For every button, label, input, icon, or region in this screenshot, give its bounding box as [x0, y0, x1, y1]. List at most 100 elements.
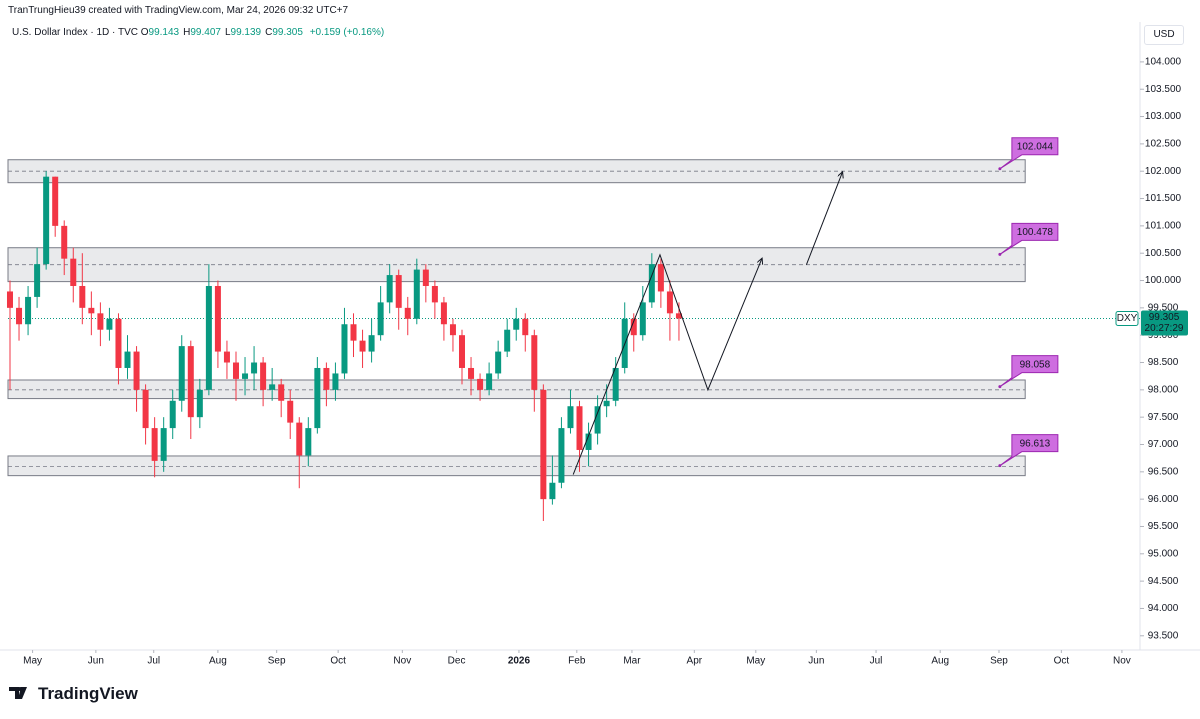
candle-body	[223, 351, 230, 363]
candle-body	[79, 285, 86, 308]
x-tick-label: Nov	[393, 656, 411, 667]
y-tick-label: 96.000	[1148, 494, 1179, 505]
y-tick-label: 100.500	[1145, 248, 1182, 259]
candle-body	[576, 406, 583, 450]
candle-body	[585, 433, 592, 450]
x-tick-label: Sep	[990, 656, 1008, 667]
candle-body	[88, 307, 95, 314]
candle-body	[468, 367, 475, 379]
brand: TradingView	[38, 684, 138, 703]
candle-body	[16, 307, 23, 325]
ohlc-label: C	[265, 27, 273, 38]
y-tick-label: 101.000	[1145, 221, 1182, 232]
candle-body	[422, 269, 429, 286]
candle-body	[639, 302, 646, 336]
y-tick-label: 95.500	[1148, 521, 1179, 532]
y-tick-label: 103.500	[1145, 84, 1182, 95]
projection-arrow	[805, 172, 842, 265]
candle-body	[115, 318, 122, 368]
candle-body	[251, 362, 258, 374]
candle-body	[269, 384, 276, 390]
candle-body	[675, 313, 682, 319]
candle-body	[404, 307, 411, 319]
y-tick-label: 95.000	[1148, 548, 1179, 559]
y-tick-label: 102.000	[1145, 166, 1182, 177]
candle-body	[314, 367, 321, 429]
x-tick-label: May	[746, 656, 765, 667]
callout-label: 96.613	[1020, 438, 1051, 449]
x-tick-label: Dec	[448, 656, 466, 667]
candle-body	[504, 329, 511, 352]
x-tick-label: Aug	[209, 656, 227, 667]
x-tick-label: Jul	[870, 656, 883, 667]
ohlc-value: 99.139	[230, 27, 262, 38]
symbol-badge-text: DXY	[1117, 313, 1138, 324]
candle-body	[440, 302, 447, 325]
x-tick-label: Aug	[931, 656, 949, 667]
x-tick-label: Oct	[1054, 656, 1070, 667]
candle-body	[648, 264, 655, 303]
y-tick-label: 98.000	[1148, 384, 1179, 395]
candle-body	[522, 318, 529, 336]
candle-body	[350, 324, 357, 341]
candle-body	[61, 225, 68, 259]
candle-body	[431, 285, 438, 303]
callout-label: 98.058	[1020, 359, 1051, 370]
candle-body	[558, 428, 565, 483]
y-tick-label: 97.500	[1148, 412, 1179, 423]
candle-body	[106, 318, 113, 330]
y-tick-label: 104.000	[1145, 57, 1182, 68]
callout-box	[999, 222, 1059, 255]
candle-body	[160, 428, 167, 461]
candle-body	[486, 373, 493, 390]
candle-body	[567, 406, 574, 429]
x-tick-label: Jul	[147, 656, 160, 667]
countdown: 20:27:29	[1145, 323, 1184, 334]
candle-body	[214, 285, 221, 352]
x-tick-label: Mar	[623, 656, 641, 667]
candle-body	[386, 275, 393, 303]
candle-body	[242, 373, 249, 379]
candle-body	[6, 291, 13, 308]
candle-body	[477, 378, 484, 390]
candle-body	[413, 269, 420, 319]
ohlc-label: O	[140, 27, 149, 38]
candle-body	[278, 384, 285, 401]
y-tick-label: 103.000	[1145, 111, 1182, 122]
callout-label: 100.478	[1017, 227, 1054, 238]
candle-body	[43, 176, 50, 265]
y-tick-label: 99.500	[1148, 302, 1179, 313]
candle-body	[34, 264, 41, 297]
candle-body	[52, 176, 59, 226]
currency-button[interactable]: USD	[1144, 25, 1184, 45]
x-tick-label: Jun	[808, 656, 824, 667]
x-tick-label: Sep	[268, 656, 286, 667]
callout-box	[999, 355, 1059, 388]
legend: U.S. Dollar Index · 1D · TVC O99.143 H99.…	[12, 27, 384, 38]
candle-body	[594, 406, 601, 434]
ohlc-value: 99.407	[190, 27, 221, 38]
candle-body	[196, 389, 203, 418]
candle-body	[612, 367, 619, 401]
candle-body	[187, 346, 194, 418]
candle-body	[368, 335, 375, 352]
x-tick-label: Feb	[568, 656, 586, 667]
candle-body	[178, 346, 185, 401]
candle-body	[377, 302, 384, 336]
brand-logo	[9, 687, 27, 699]
candle-body	[549, 482, 556, 500]
ohlc-value: 99.143	[148, 27, 180, 38]
candle-body	[666, 291, 673, 314]
candle-body	[495, 351, 502, 374]
candle-body	[70, 258, 77, 286]
y-tick-label: 98.500	[1148, 357, 1179, 368]
candle-body	[305, 428, 312, 456]
x-tick-label: Jun	[88, 656, 104, 667]
credit: TranTrungHieu39 created with TradingView…	[8, 5, 349, 16]
callout-box	[999, 137, 1059, 170]
ohlc-value: 99.305	[272, 27, 303, 38]
candle-body	[232, 362, 239, 379]
candle-body	[395, 275, 402, 308]
